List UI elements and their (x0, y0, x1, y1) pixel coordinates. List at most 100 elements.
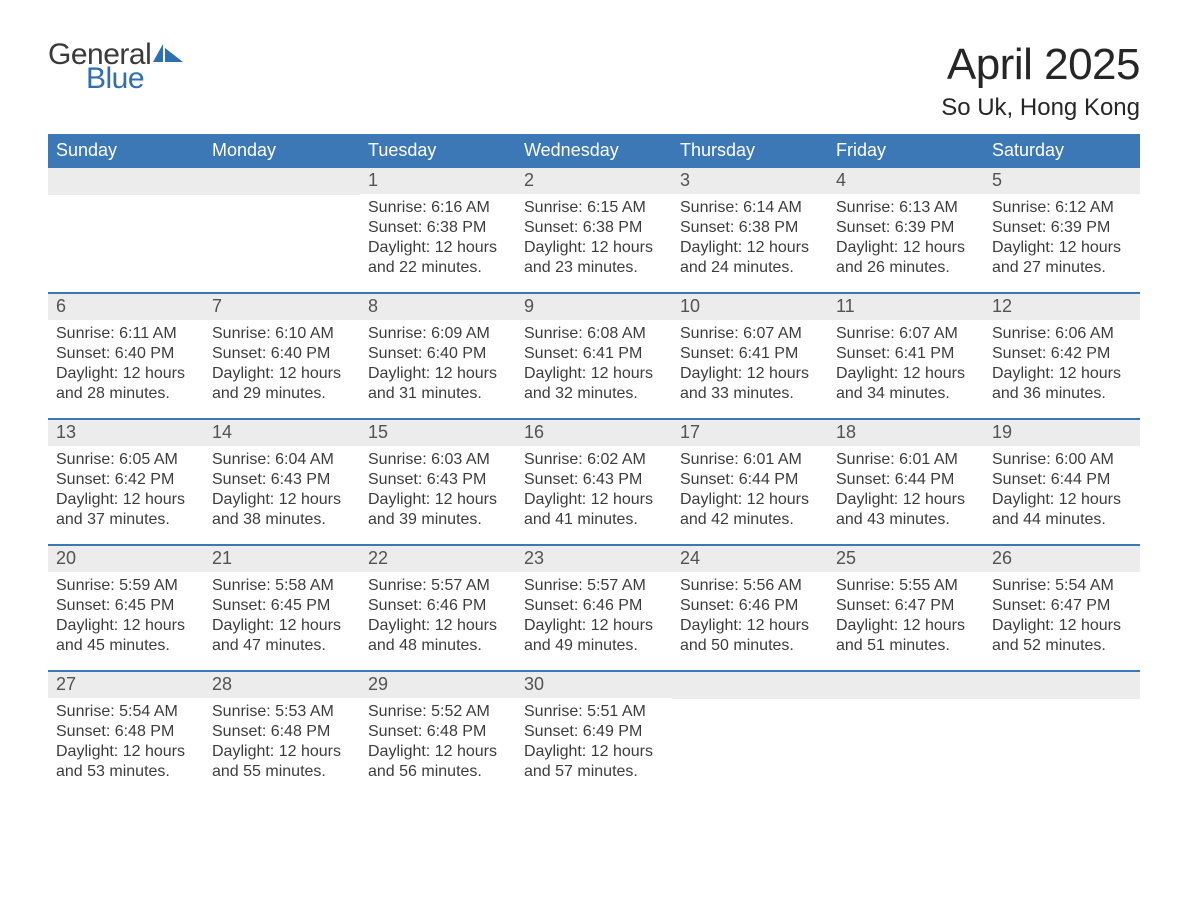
daylight-text: Daylight: 12 hours and 45 minutes. (56, 616, 196, 656)
sunset-text: Sunset: 6:44 PM (836, 470, 976, 490)
day-number-bar (672, 672, 828, 699)
day-number-bar: 12 (984, 294, 1140, 320)
sunset-text: Sunset: 6:40 PM (56, 344, 196, 364)
daylight-text: Daylight: 12 hours and 48 minutes. (368, 616, 508, 656)
day-number-bar: 17 (672, 420, 828, 446)
sunrise-text: Sunrise: 6:07 AM (680, 324, 820, 344)
sunset-text: Sunset: 6:38 PM (680, 218, 820, 238)
day-details: Sunrise: 6:10 AMSunset: 6:40 PMDaylight:… (204, 320, 360, 404)
daylight-text: Daylight: 12 hours and 44 minutes. (992, 490, 1132, 530)
day-number: 3 (680, 170, 690, 190)
day-number: 12 (992, 296, 1012, 316)
sunrise-text: Sunrise: 6:11 AM (56, 324, 196, 344)
calendar-day: 23Sunrise: 5:57 AMSunset: 6:46 PMDayligh… (516, 546, 672, 670)
day-number: 30 (524, 674, 544, 694)
daylight-text: Daylight: 12 hours and 32 minutes. (524, 364, 664, 404)
day-details: Sunrise: 6:06 AMSunset: 6:42 PMDaylight:… (984, 320, 1140, 404)
calendar-day: 21Sunrise: 5:58 AMSunset: 6:45 PMDayligh… (204, 546, 360, 670)
weekday-header: Saturday (984, 134, 1140, 168)
calendar-day: 8Sunrise: 6:09 AMSunset: 6:40 PMDaylight… (360, 294, 516, 418)
calendar-week: 13Sunrise: 6:05 AMSunset: 6:42 PMDayligh… (48, 418, 1140, 544)
sunrise-text: Sunrise: 6:08 AM (524, 324, 664, 344)
sunrise-text: Sunrise: 6:05 AM (56, 450, 196, 470)
sunrise-text: Sunrise: 6:07 AM (836, 324, 976, 344)
day-number-bar: 9 (516, 294, 672, 320)
day-number: 1 (368, 170, 378, 190)
daylight-text: Daylight: 12 hours and 36 minutes. (992, 364, 1132, 404)
day-details: Sunrise: 6:09 AMSunset: 6:40 PMDaylight:… (360, 320, 516, 404)
calendar-day: 6Sunrise: 6:11 AMSunset: 6:40 PMDaylight… (48, 294, 204, 418)
daylight-text: Daylight: 12 hours and 27 minutes. (992, 238, 1132, 278)
day-number-bar: 8 (360, 294, 516, 320)
sunset-text: Sunset: 6:41 PM (524, 344, 664, 364)
day-number-bar: 24 (672, 546, 828, 572)
day-number: 6 (56, 296, 66, 316)
sunrise-text: Sunrise: 6:01 AM (680, 450, 820, 470)
sunrise-text: Sunrise: 5:52 AM (368, 702, 508, 722)
day-number: 27 (56, 674, 76, 694)
sunset-text: Sunset: 6:38 PM (524, 218, 664, 238)
sunrise-text: Sunrise: 6:00 AM (992, 450, 1132, 470)
day-number: 26 (992, 548, 1012, 568)
day-number: 19 (992, 422, 1012, 442)
sunrise-text: Sunrise: 5:57 AM (524, 576, 664, 596)
daylight-text: Daylight: 12 hours and 41 minutes. (524, 490, 664, 530)
day-number-bar: 4 (828, 168, 984, 194)
calendar-day: 10Sunrise: 6:07 AMSunset: 6:41 PMDayligh… (672, 294, 828, 418)
day-number-bar: 28 (204, 672, 360, 698)
daylight-text: Daylight: 12 hours and 31 minutes. (368, 364, 508, 404)
day-number: 4 (836, 170, 846, 190)
sunset-text: Sunset: 6:47 PM (992, 596, 1132, 616)
day-number-bar: 16 (516, 420, 672, 446)
day-number-bar: 25 (828, 546, 984, 572)
calendar-day: 27 Sunrise: 5:54 AMSunset: 6:48 PMDayligh… (48, 672, 204, 796)
calendar-week: 27 Sunrise: 5:54 AMSunset: 6:48 PMDayligh… (48, 670, 1140, 796)
daylight-text: Daylight: 12 hours and 29 minutes. (212, 364, 352, 404)
sunrise-text: Sunrise: 5:53 AM (212, 702, 352, 722)
weekday-header: Sunday (48, 134, 204, 168)
calendar-day: 1Sunrise: 6:16 AMSunset: 6:38 PMDaylight… (360, 168, 516, 292)
title-block: April 2025 So Uk, Hong Kong (941, 40, 1140, 122)
daylight-text: Daylight: 12 hours and 42 minutes. (680, 490, 820, 530)
calendar-day: 22Sunrise: 5:57 AMSunset: 6:46 PMDayligh… (360, 546, 516, 670)
sunrise-text: Sunrise: 5:59 AM (56, 576, 196, 596)
day-details: Sunrise: 5:54 AMSunset: 6:48 PMDaylight:… (48, 698, 204, 782)
month-title: April 2025 (941, 40, 1140, 90)
day-details: Sunrise: 6:15 AMSunset: 6:38 PMDaylight:… (516, 194, 672, 278)
day-number: 20 (56, 548, 76, 568)
daylight-text: Daylight: 12 hours and 39 minutes. (368, 490, 508, 530)
day-number-bar: 15 (360, 420, 516, 446)
sunset-text: Sunset: 6:42 PM (56, 470, 196, 490)
sunrise-text: Sunrise: 6:01 AM (836, 450, 976, 470)
sunset-text: Sunset: 6:48 PM (56, 722, 196, 742)
day-details: Sunrise: 5:52 AMSunset: 6:48 PMDaylight:… (360, 698, 516, 782)
day-details: Sunrise: 5:56 AMSunset: 6:46 PMDaylight:… (672, 572, 828, 656)
sunrise-text: Sunrise: 5:51 AM (524, 702, 664, 722)
sunrise-text: Sunrise: 5:58 AM (212, 576, 352, 596)
daylight-text: Daylight: 12 hours and 26 minutes. (836, 238, 976, 278)
calendar-week: 1Sunrise: 6:16 AMSunset: 6:38 PMDaylight… (48, 168, 1140, 292)
day-details: Sunrise: 6:02 AMSunset: 6:43 PMDaylight:… (516, 446, 672, 530)
sunset-text: Sunset: 6:47 PM (836, 596, 976, 616)
day-number-bar (828, 672, 984, 699)
day-number-bar: 18 (828, 420, 984, 446)
day-number-bar: 1 (360, 168, 516, 194)
sunrise-text: Sunrise: 5:54 AM (992, 576, 1132, 596)
day-details: Sunrise: 5:55 AMSunset: 6:47 PMDaylight:… (828, 572, 984, 656)
day-number-bar: 19 (984, 420, 1140, 446)
day-details: Sunrise: 5:53 AMSunset: 6:48 PMDaylight:… (204, 698, 360, 782)
sunrise-text: Sunrise: 5:57 AM (368, 576, 508, 596)
sunset-text: Sunset: 6:40 PM (368, 344, 508, 364)
day-details: Sunrise: 6:12 AMSunset: 6:39 PMDaylight:… (984, 194, 1140, 278)
day-details: Sunrise: 5:59 AMSunset: 6:45 PMDaylight:… (48, 572, 204, 656)
day-number-bar: 23 (516, 546, 672, 572)
calendar-day: 25Sunrise: 5:55 AMSunset: 6:47 PMDayligh… (828, 546, 984, 670)
day-number: 18 (836, 422, 856, 442)
day-number-bar: 30 (516, 672, 672, 698)
day-number: 21 (212, 548, 232, 568)
day-number-bar: 5 (984, 168, 1140, 194)
calendar-day: 28Sunrise: 5:53 AMSunset: 6:48 PMDayligh… (204, 672, 360, 796)
calendar-day: 3Sunrise: 6:14 AMSunset: 6:38 PMDaylight… (672, 168, 828, 292)
calendar-day (48, 168, 204, 292)
weekday-header: Thursday (672, 134, 828, 168)
